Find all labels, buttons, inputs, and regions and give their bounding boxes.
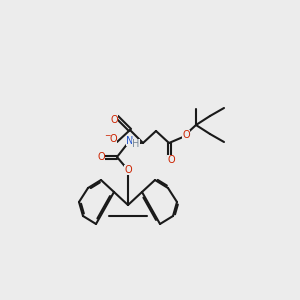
Text: H: H <box>132 139 140 149</box>
Text: O: O <box>97 152 105 162</box>
Polygon shape <box>128 141 143 145</box>
Text: O: O <box>109 134 117 144</box>
Text: O: O <box>110 115 118 125</box>
Text: N: N <box>126 136 134 146</box>
Text: O: O <box>167 155 175 165</box>
Text: −: − <box>104 131 110 140</box>
Text: O: O <box>124 165 132 175</box>
Text: O: O <box>182 130 190 140</box>
